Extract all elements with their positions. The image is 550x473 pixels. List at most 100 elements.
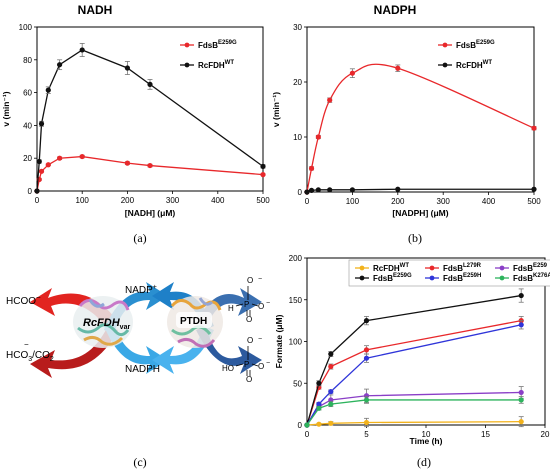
legend-swatch-marker [184,62,190,68]
chart-nadh: 0 100 200 300 400 500 0 20 40 60 80 100 NADH [NADH] (… [1,3,270,218]
data-point [308,187,315,193]
svg-text:H: H [228,304,234,313]
series-line [306,63,535,193]
svg-text:−: − [266,360,270,367]
x-tick-label: 0 [305,197,310,206]
ptdh-label-bg [176,312,212,328]
data-point [395,186,401,192]
phosphite-structure: O − P H O − O [228,276,270,324]
x-tick-label: 500 [256,196,270,205]
legend-item: FdsBE259H [425,273,481,283]
y-axis-label: Formate (μM) [274,314,284,368]
plot-frame [36,26,264,192]
data-point [328,389,334,395]
data-point [349,187,355,193]
data-point [124,160,130,166]
x-tick-label: 15 [481,430,490,439]
y-tick-label: 0 [298,421,303,430]
legend-swatch-marker [442,42,448,48]
data-point [349,70,355,76]
series-fdsb-l279r [304,316,524,428]
data-point [363,393,370,399]
legend-swatch-marker [499,265,505,271]
enzyme-label-ptdh: PTDH [180,316,207,327]
data-point [316,380,322,386]
x-tick-label: 0 [35,196,40,205]
legend-label: FdsBE259H [443,273,481,283]
x-tick-label: 300 [166,196,180,205]
legend: FdsBE259G RcFDHWT [180,40,237,70]
x-tick-label: 400 [211,196,225,205]
data-point [518,389,524,396]
series-fdsb-e259h [304,320,524,428]
y-axis-label: v (min⁻¹) [1,91,11,126]
legend-label: FdsBK276A [513,273,550,283]
data-point [36,158,42,165]
svg-text:P: P [244,360,249,369]
data-point [327,97,333,103]
data-point [518,419,524,425]
legend-label: RcFDHWT [373,263,409,273]
data-point [395,65,401,71]
y-tick-label: 80 [23,56,32,65]
arrow-phosphate-blue [196,326,262,374]
y-tick-label: 100 [19,23,33,32]
legend-swatch-marker [442,62,448,68]
x-axis-label: [NADH] (μM) [125,208,176,218]
legend-label: FdsBL279R [443,263,482,273]
svg-text:−: − [266,300,270,307]
y-tick-label: 200 [289,254,303,263]
x-tick-label: 200 [391,197,405,206]
data-point [363,355,370,361]
data-point [38,121,45,127]
svg-text:−: − [258,336,262,343]
data-point [316,421,322,427]
label-formate: HCOO− [6,293,41,307]
data-point [315,187,321,193]
data-point [316,401,322,407]
data-point [147,81,153,87]
series-line [306,324,522,426]
legend-label: FdsBE259G [456,40,495,50]
series-line [306,319,522,426]
series-fdsb-e259g [34,153,266,194]
legend-item: RcFDHWT [438,60,492,70]
y-tick-label: 0 [298,188,303,197]
data-point [518,397,524,403]
data-point [147,162,153,169]
data-point [45,87,51,93]
legend-item: FdsBE259G [355,273,412,283]
data-point [57,155,63,161]
series-rcfdh-wt [304,186,537,195]
series-line [306,391,522,426]
x-tick-label: 10 [422,430,431,439]
protein-rcfdh-structure [73,296,133,348]
chart-title: NADH [78,3,113,17]
legend-label: RcFDHWT [456,60,492,70]
caption-c: (c) [133,455,146,469]
legend-item: FdsBE259 [495,263,548,273]
arrow-nadp-blue-left [104,282,168,334]
x-tick-label: 20 [541,430,550,439]
data-point [260,163,266,169]
data-point [327,187,333,193]
plot-frame [306,26,535,193]
reaction-diagram: RcFDHvar PTDH HCOO− HCO3/CO2 − NADP+ NAD… [6,276,270,384]
svg-text:O: O [246,315,252,324]
data-point [316,405,322,411]
x-axis-label: Time (h) [410,436,443,446]
data-point [304,189,310,195]
series-line [306,421,522,426]
data-point [38,168,45,174]
caption-d: (d) [417,455,431,469]
svg-text:O: O [258,362,264,371]
x-tick-label: 500 [527,197,541,206]
legend-item: RcFDHWT [180,60,234,70]
x-tick-label: 400 [482,197,496,206]
legend-box [348,259,550,287]
chart-title: NADPH [374,3,417,17]
data-point [260,172,266,178]
data-point [328,420,334,426]
data-point [34,188,40,194]
